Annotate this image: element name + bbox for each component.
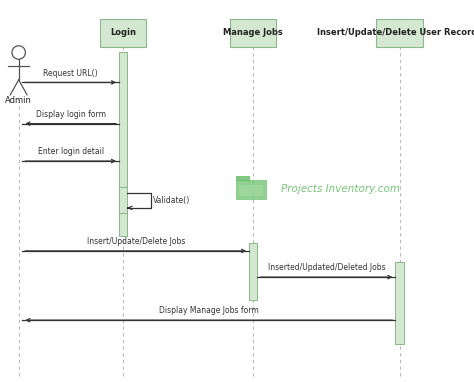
Bar xyxy=(119,187,128,214)
Text: Validate(): Validate() xyxy=(154,196,191,205)
Bar xyxy=(119,52,128,236)
Bar xyxy=(239,185,264,196)
Text: Request URL(): Request URL() xyxy=(44,68,98,78)
Bar xyxy=(236,176,250,181)
Text: Insert/Update/Delete User Records: Insert/Update/Delete User Records xyxy=(317,28,474,37)
Text: Insert/Update/Delete Jobs: Insert/Update/Delete Jobs xyxy=(87,237,185,246)
Bar xyxy=(376,19,423,47)
Bar xyxy=(230,19,276,47)
Text: Display Manage Jobs form: Display Manage Jobs form xyxy=(159,306,259,315)
Text: Admin: Admin xyxy=(5,96,32,105)
Bar xyxy=(249,243,257,299)
Text: Inserted/Updated/Deleted Jobs: Inserted/Updated/Deleted Jobs xyxy=(268,263,385,272)
Bar xyxy=(236,180,267,200)
Bar xyxy=(395,262,404,345)
Ellipse shape xyxy=(12,46,26,59)
Text: Manage Jobs: Manage Jobs xyxy=(223,28,283,37)
Text: Login: Login xyxy=(110,28,136,37)
Text: Enter login detail: Enter login detail xyxy=(37,147,104,156)
Bar xyxy=(100,19,146,47)
Text: Display login form: Display login form xyxy=(36,110,106,119)
Text: Projects Inventory.com: Projects Inventory.com xyxy=(281,184,400,194)
